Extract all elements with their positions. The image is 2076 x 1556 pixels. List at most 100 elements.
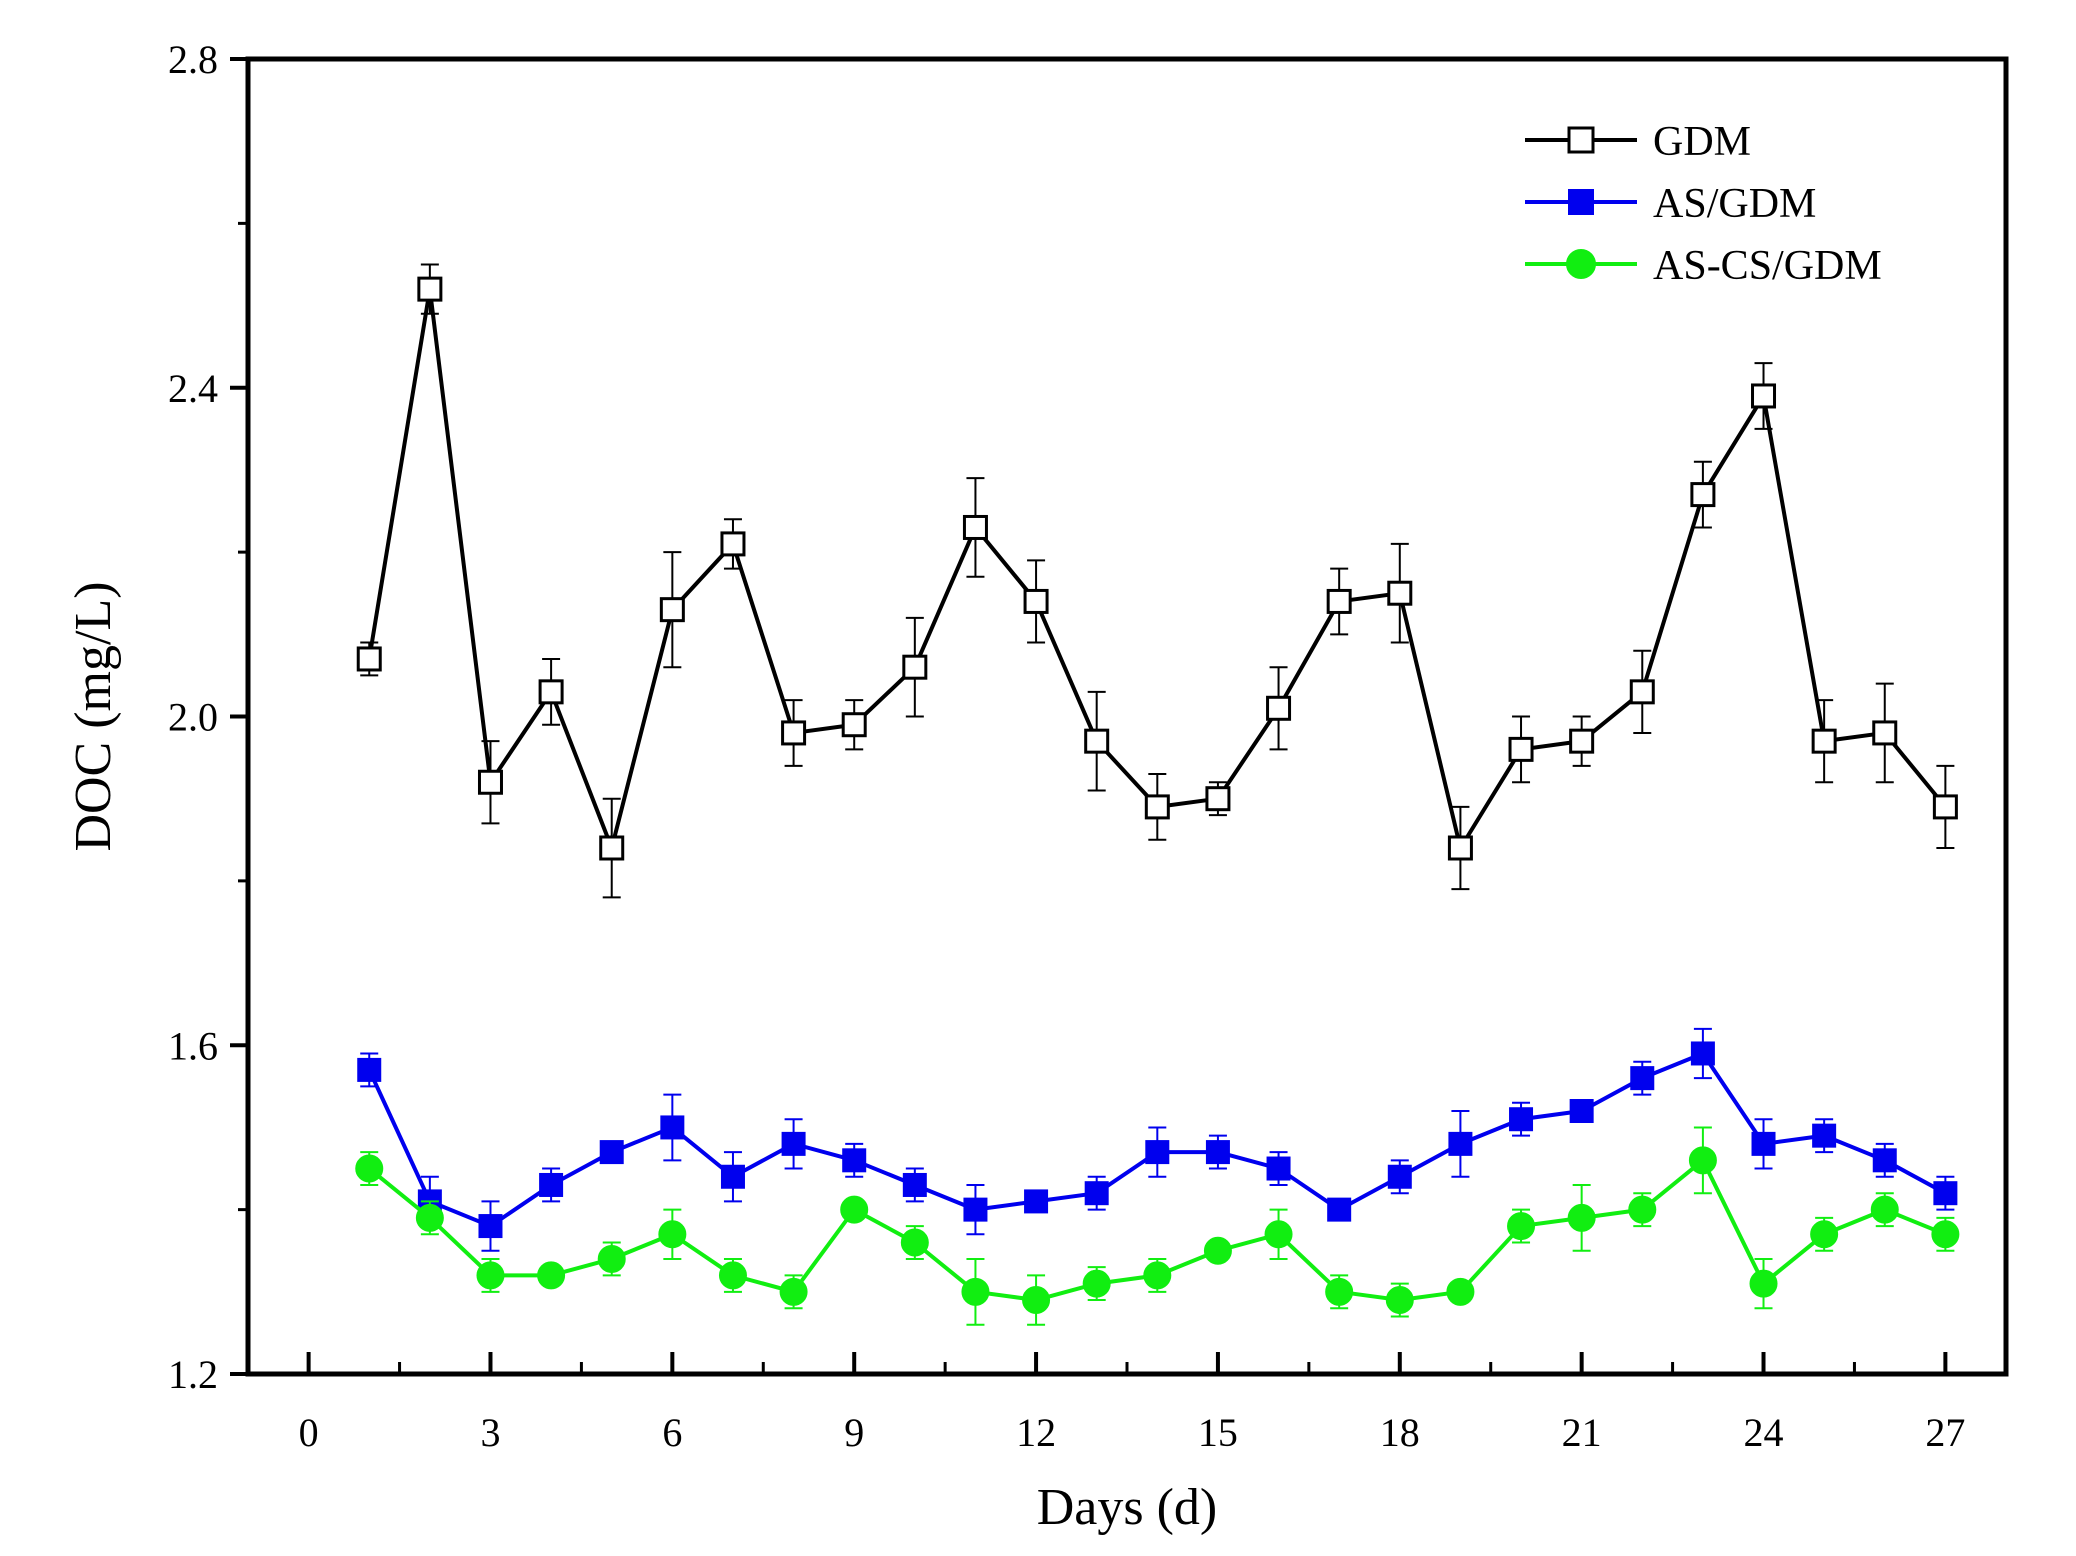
data-point: [658, 1220, 687, 1249]
data-point: [478, 1214, 503, 1239]
data-point: [962, 514, 988, 540]
data-point: [1084, 728, 1110, 754]
x-tick-label: 18: [1380, 1410, 1420, 1455]
data-point: [660, 1115, 685, 1140]
data-point: [1933, 1181, 1958, 1206]
legend-item: GDM: [1525, 119, 1751, 165]
series-as-cs-gdm: [355, 1126, 1960, 1326]
data-point: [1932, 794, 1958, 820]
data-point: [1264, 1220, 1293, 1249]
data-point: [841, 712, 867, 738]
data-point: [1022, 1286, 1051, 1315]
data-point: [1387, 580, 1413, 606]
x-tick-label: 12: [1016, 1410, 1056, 1455]
data-point: [357, 1057, 382, 1082]
data-point: [599, 835, 625, 861]
data-point: [1569, 1099, 1594, 1123]
y-tick-label: 2.4: [168, 366, 218, 411]
data-point: [1448, 1131, 1473, 1156]
series-as-gdm: [357, 1027, 1958, 1252]
legend-label: AS/GDM: [1653, 181, 1816, 227]
x-tick-label: 6: [662, 1410, 682, 1455]
data-point: [417, 276, 443, 302]
x-tick-label: 27: [1925, 1410, 1965, 1455]
legend-marker: [1566, 249, 1596, 279]
x-tick-label: 9: [844, 1410, 864, 1455]
x-tick-label: 24: [1744, 1410, 1784, 1455]
legend-marker: [1567, 126, 1595, 154]
data-point: [1749, 1269, 1778, 1298]
data-point: [1385, 1286, 1414, 1315]
data-point: [538, 679, 564, 705]
data-point: [355, 1154, 384, 1183]
data-point: [599, 1140, 624, 1165]
data-point: [902, 654, 928, 680]
data-point: [842, 1148, 867, 1173]
data-point: [1387, 1164, 1412, 1189]
data-point: [1266, 695, 1292, 721]
legend-label: AS-CS/GDM: [1653, 243, 1882, 289]
x-tick-label: 0: [299, 1410, 319, 1455]
data-point: [1084, 1181, 1109, 1206]
data-point: [356, 646, 382, 672]
y-tick-label: 2.0: [168, 695, 218, 740]
legend-item: AS-CS/GDM: [1525, 243, 1882, 289]
data-point: [1630, 1066, 1655, 1091]
data-point: [537, 1261, 566, 1290]
data-point: [539, 1172, 564, 1197]
data-point: [1326, 588, 1352, 614]
data-point: [900, 1228, 929, 1257]
data-point: [1509, 1107, 1534, 1132]
x-tick-label: 21: [1562, 1410, 1602, 1455]
data-point: [1266, 1156, 1291, 1181]
series-line: [367, 287, 1947, 850]
y-tick-label: 2.8: [168, 37, 218, 82]
data-point: [415, 1203, 444, 1232]
data-point: [1446, 1277, 1475, 1306]
legend-item: AS/GDM: [1525, 181, 1816, 227]
data-point: [961, 1277, 990, 1306]
data-point: [781, 1131, 806, 1156]
data-point: [1688, 1146, 1717, 1175]
data-point: [1205, 786, 1231, 812]
data-point: [1447, 835, 1473, 861]
data-point: [1751, 383, 1777, 409]
data-point: [597, 1244, 626, 1273]
data-point: [840, 1195, 869, 1224]
data-point: [720, 1164, 745, 1189]
legend-marker: [1568, 189, 1594, 215]
data-point: [477, 769, 503, 795]
data-point: [1690, 482, 1716, 508]
data-point: [1870, 1195, 1899, 1224]
data-point: [1629, 679, 1655, 705]
data-point: [1567, 1203, 1596, 1232]
data-point: [1810, 1220, 1839, 1249]
data-point: [659, 597, 685, 623]
data-point: [476, 1261, 505, 1290]
data-point: [1569, 728, 1595, 754]
data-point: [963, 1197, 988, 1222]
data-point: [1327, 1197, 1352, 1222]
data-point: [718, 1261, 747, 1290]
data-point: [902, 1172, 927, 1197]
data-point: [1205, 1140, 1230, 1165]
data-point: [1082, 1269, 1111, 1298]
x-tick-label: 15: [1198, 1410, 1238, 1455]
data-point: [1508, 736, 1534, 762]
data-point: [720, 531, 746, 557]
data-point: [1143, 1261, 1172, 1290]
legend-label: GDM: [1653, 119, 1751, 165]
data-point: [1203, 1236, 1232, 1265]
y-axis-title: DOC (mg/L): [65, 581, 122, 851]
data-point: [1690, 1041, 1715, 1066]
data-point: [1872, 1148, 1897, 1173]
data-point: [1144, 794, 1170, 820]
data-point: [1751, 1131, 1776, 1156]
data-point: [1931, 1220, 1960, 1249]
data-point: [1872, 720, 1898, 746]
data-point: [1024, 1189, 1049, 1214]
data-point: [1145, 1140, 1170, 1165]
data-point: [1507, 1212, 1536, 1241]
